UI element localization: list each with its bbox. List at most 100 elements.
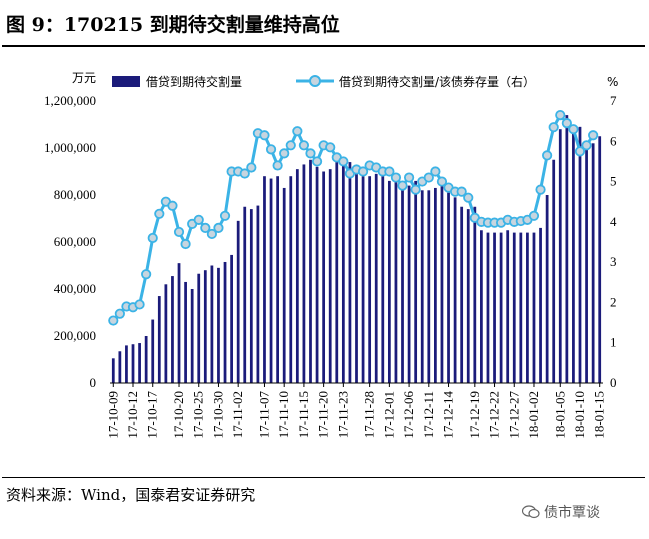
- bar: [486, 232, 490, 383]
- x-tick-label: 17-12-19: [467, 391, 482, 439]
- bar: [591, 143, 595, 383]
- ratio-point: [561, 118, 572, 129]
- bar: [558, 129, 562, 383]
- ratio-point: [173, 226, 185, 238]
- ratio-point: [397, 180, 408, 191]
- bar: [434, 187, 437, 383]
- bar-series: [111, 115, 602, 383]
- bar: [414, 180, 418, 383]
- ratio-point: [200, 222, 211, 233]
- ratio-point: [141, 269, 152, 280]
- bar: [118, 351, 122, 383]
- ratio-point: [548, 122, 559, 133]
- right-tick-label: 2: [610, 294, 617, 309]
- legend-line-label: 借贷到期待交割量/该债券存量（右）: [339, 74, 535, 89]
- bar: [572, 124, 575, 383]
- bar: [151, 319, 155, 383]
- bar: [526, 232, 529, 383]
- bar: [585, 148, 588, 383]
- x-tick-label: 17-12-14: [441, 391, 456, 439]
- bar: [499, 232, 503, 383]
- bar: [302, 164, 306, 383]
- right-tick-label: 1: [610, 335, 617, 350]
- ratio-point: [108, 315, 119, 326]
- bar: [519, 232, 523, 383]
- bar: [539, 227, 542, 383]
- ratio-point: [390, 172, 402, 183]
- ratio-point: [298, 140, 310, 151]
- x-tick-label: 17-10-30: [210, 391, 225, 439]
- bar: [440, 185, 444, 383]
- bar: [480, 230, 483, 383]
- bar: [401, 187, 404, 383]
- right-tick-label: 5: [610, 174, 617, 189]
- x-tick-label: 17-12-01: [381, 391, 396, 439]
- bar: [243, 206, 247, 383]
- bar: [125, 345, 128, 383]
- bar: [493, 232, 496, 383]
- bar: [447, 192, 450, 383]
- x-tick-label: 17-11-07: [256, 391, 271, 439]
- x-tick-label: 17-10-09: [105, 391, 120, 439]
- ratio-point: [542, 150, 553, 161]
- bar: [263, 176, 266, 383]
- source-note: 资料来源：Wind，国泰君安证券研究: [6, 486, 256, 504]
- x-tick-label: 17-12-11: [421, 391, 436, 438]
- left-tick-label: 800,000: [54, 187, 96, 202]
- ratio-point: [456, 186, 467, 197]
- bar: [236, 220, 240, 383]
- ratio-point: [430, 166, 441, 177]
- ratio-point: [528, 210, 540, 221]
- bar: [552, 159, 556, 383]
- x-tick-label: 17-12-06: [401, 391, 416, 439]
- ratio-point: [206, 228, 217, 240]
- source-rule: [2, 477, 645, 478]
- x-tick-label: 17-12-27: [506, 391, 521, 439]
- bar: [598, 136, 602, 383]
- bar: [473, 206, 477, 383]
- bar: [374, 173, 378, 383]
- bar: [223, 261, 227, 383]
- left-tick-label: 1,200,000: [44, 93, 96, 108]
- ratio-point: [588, 130, 599, 141]
- bar: [171, 276, 174, 383]
- left-axis-ticks: 0 200,000 400,000 600,000 800,000 1,000,000 1,…: [44, 93, 96, 390]
- bar: [131, 344, 135, 383]
- ratio-point: [325, 142, 336, 153]
- legend-line-marker: [309, 75, 321, 87]
- bar: [249, 209, 253, 383]
- ratio-point: [568, 124, 579, 135]
- legend: 借贷到期待交割量 借贷到期待交割量/该债券存量（右）: [112, 74, 535, 89]
- ratio-point: [555, 110, 566, 121]
- ratio-point: [259, 130, 270, 141]
- ratio-point: [213, 222, 224, 233]
- title-rule: [2, 45, 645, 47]
- x-tick-label: 17-11-23: [335, 391, 350, 438]
- x-tick-label: 17-12-22: [487, 391, 502, 439]
- bar: [341, 159, 345, 383]
- ratio-point: [180, 238, 191, 250]
- legend-bar-label: 借贷到期待交割量: [146, 74, 242, 89]
- ratio-point: [134, 299, 145, 310]
- x-axis-labels: 17-10-09 17-10-12 17-10-17 17-10-20 17-10-25…: [105, 383, 607, 439]
- figure-title: 图 9：170215 到期待交割量维持高位: [6, 14, 340, 36]
- bar: [394, 176, 398, 383]
- bar: [348, 162, 352, 383]
- x-tick-label: 17-11-02: [230, 391, 245, 438]
- ratio-point: [403, 172, 415, 183]
- ratio-point: [338, 156, 349, 167]
- x-tick-label: 17-11-10: [276, 391, 291, 438]
- x-tick-label: 17-11-15: [296, 391, 311, 438]
- ratio-point: [410, 184, 421, 195]
- bar: [335, 162, 339, 383]
- x-tick-label: 17-11-28: [362, 391, 377, 438]
- ratio-point: [574, 146, 586, 157]
- x-tick-label: 18-01-15: [592, 391, 607, 439]
- ratio-point: [279, 148, 290, 159]
- ratio-point: [193, 214, 204, 225]
- bar: [506, 230, 510, 383]
- bar: [197, 273, 201, 383]
- bar: [512, 232, 516, 383]
- ratio-point: [311, 156, 323, 167]
- right-axis-unit: %: [607, 75, 618, 89]
